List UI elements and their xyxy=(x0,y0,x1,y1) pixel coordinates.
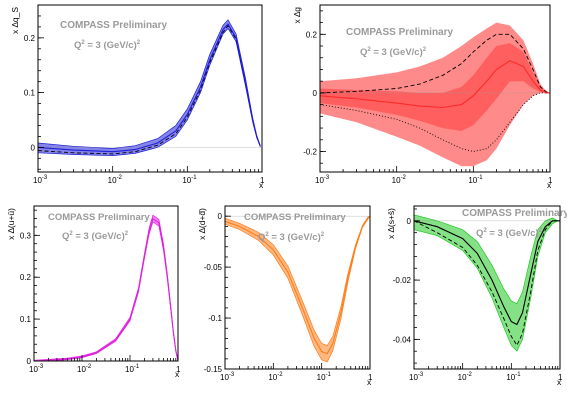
x-axis-label: x xyxy=(557,377,562,387)
watermark-text: COMPASS Preliminary xyxy=(244,212,346,223)
central-curve xyxy=(34,217,178,361)
x-tick-label: 1 xyxy=(260,176,265,185)
chart-delta-u-ubar: 10-3 10-2 10-1 1x 0 0.1 0.2 0.3 x ∆(u+ū) COMPASS … xyxy=(6,205,181,379)
y-tick-label: 0 xyxy=(218,212,223,221)
y-axis-label: x ∆q_S xyxy=(10,7,20,34)
chart-delta-s-sbar: 10-3 10-2 10-1 1x -0.04 -0.02 0 x ∆(s+s̄) COMPAS… xyxy=(386,205,567,387)
y-tick-label: 0 xyxy=(27,357,32,366)
central-curve xyxy=(320,60,550,109)
chart-delta-s: 10-3 10-2 10-1 1x 0 0.1 0.2 x ∆q_S COMPASS Preli… xyxy=(10,4,265,190)
y-tick-label: -0.05 xyxy=(204,263,223,272)
x-tick-label: 10-2 xyxy=(458,372,473,382)
x-tick-label: 10-1 xyxy=(468,175,483,185)
x-tick-label: 1 xyxy=(548,176,553,185)
x-tick-label: 10-2 xyxy=(392,175,407,185)
y-tick-label: 0.1 xyxy=(20,315,32,324)
x-tick-label: 10-3 xyxy=(29,364,44,374)
x-tick-label: 10-3 xyxy=(315,175,330,185)
x-axis-label: x xyxy=(547,180,552,190)
plot-frame xyxy=(37,4,263,173)
y-tick-label: 0 xyxy=(31,143,36,152)
y-tick-label: 0.3 xyxy=(20,231,32,240)
y-axis-label: x ∆g xyxy=(292,7,302,24)
scale-label: Q2 = 3 (GeV/c)2 xyxy=(476,228,543,239)
x-axis-label: x xyxy=(259,180,264,190)
scale-label: Q2 = 3 (GeV/c)2 xyxy=(74,40,141,51)
y-tick-label: 0.2 xyxy=(20,273,32,282)
x-tick-label: 10-2 xyxy=(268,372,283,382)
y-tick-label: -0.2 xyxy=(303,147,317,156)
x-axis-label: x xyxy=(367,377,372,387)
y-tick-label: -0.04 xyxy=(393,335,412,344)
x-tick-label: 1 xyxy=(176,365,181,374)
y-tick-label: 0.2 xyxy=(24,34,36,43)
scale-label: Q2 = 3 (GeV/c)2 xyxy=(360,47,427,58)
y-tick-label: -0.1 xyxy=(208,314,222,323)
central-curve xyxy=(38,23,261,153)
y-tick-label: -0.15 xyxy=(204,365,223,374)
dashed-curve xyxy=(38,24,261,155)
y-tick-label: 0 xyxy=(313,89,318,98)
dashed-curve xyxy=(320,33,550,94)
central-curve xyxy=(225,215,370,355)
uncertainty-band-inner xyxy=(320,43,550,131)
y-tick-label: 0 xyxy=(407,217,412,226)
x-tick-label: 10-3 xyxy=(220,372,235,382)
x-tick-label: 10-1 xyxy=(506,372,521,382)
watermark-text: COMPASS Preliminary xyxy=(346,27,454,38)
y-axis-label: x ∆(s+s̄) xyxy=(386,208,396,239)
watermark-text: COMPASS Preliminary xyxy=(60,20,168,31)
plot-frame xyxy=(33,205,179,362)
y-axis-label: x ∆(d+d̄) xyxy=(197,208,207,240)
x-tick-label: 10-2 xyxy=(108,175,123,185)
x-axis-label: x xyxy=(175,369,180,379)
plot-frame xyxy=(413,205,561,370)
watermark-text: COMPASS Preliminary xyxy=(48,212,150,223)
x-tick-label: 1 xyxy=(368,373,373,382)
dashed-curve xyxy=(414,220,560,347)
x-tick-label: 10-1 xyxy=(125,364,140,374)
y-axis-label: x ∆(u+ū) xyxy=(6,208,16,240)
y-tick-label: 0.2 xyxy=(306,30,318,39)
scale-label: Q2 = 3 (GeV/c)2 xyxy=(258,232,325,243)
x-tick-label: 10-1 xyxy=(317,372,332,382)
scale-label: Q2 = 3 (GeV/c)2 xyxy=(62,231,129,242)
watermark-text: COMPASS Preliminary xyxy=(462,208,567,219)
uncertainty-band xyxy=(38,19,261,156)
chart-delta-d-dbar: 10-3 10-2 10-1 1x -0.15 -0.1 -0.05 0 x ∆(d+d̄) CO… xyxy=(197,205,373,387)
x-tick-label: 1 xyxy=(558,373,563,382)
x-tick-label: 10-3 xyxy=(409,372,424,382)
x-tick-label: 10-3 xyxy=(33,175,48,185)
y-tick-label: -0.02 xyxy=(393,276,412,285)
chart-delta-g: 10-3 10-2 10-1 1x -0.2 0 0.2 x ∆g COMPASS Prelim… xyxy=(292,4,553,190)
central-curve xyxy=(414,220,560,326)
y-tick-label: 0.1 xyxy=(24,89,36,98)
x-tick-label: 10-2 xyxy=(77,364,92,374)
plot-frame xyxy=(319,4,551,173)
x-tick-label: 10-1 xyxy=(182,175,197,185)
